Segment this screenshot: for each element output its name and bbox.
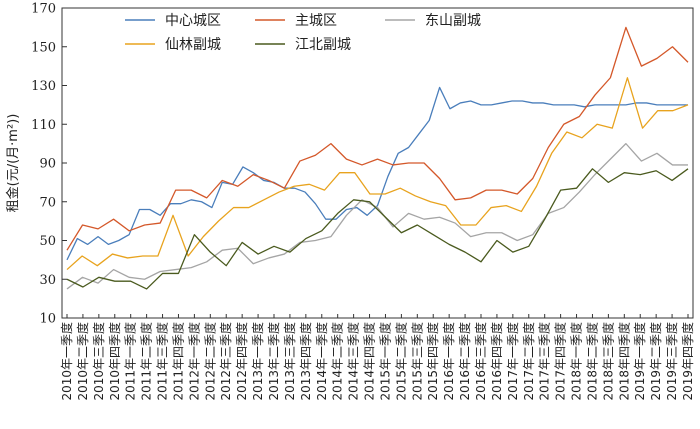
- x-tick-label: 2019年二季度: [648, 322, 663, 401]
- series-lines: [66, 26, 689, 290]
- x-tick-label: 2010年三季度: [91, 322, 106, 401]
- y-axis-title: 租金(元/(月·m²)): [5, 114, 21, 213]
- series-line: [66, 142, 688, 290]
- x-tick-label: 2013年二季度: [266, 322, 281, 401]
- x-tick-label: 2017年四季度: [553, 322, 568, 401]
- x-tick-label: 2017年二季度: [521, 322, 536, 401]
- x-tick-label: 2019年三季度: [664, 322, 679, 401]
- x-tick-label: 2018年三季度: [600, 322, 615, 401]
- series-line: [66, 26, 689, 251]
- y-tick-label: 70: [39, 195, 56, 210]
- series-line: [66, 86, 688, 261]
- x-tick-label: 2013年三季度: [282, 322, 297, 401]
- y-tick-label: 130: [31, 79, 56, 94]
- x-tick-label: 2018年二季度: [584, 322, 599, 401]
- x-tick-label: 2017年一季度: [505, 322, 520, 401]
- x-tick-label: 2011年三季度: [155, 322, 170, 401]
- x-tick-label: 2011年一季度: [123, 322, 138, 401]
- x-tick-label: 2012年二季度: [202, 322, 217, 401]
- x-tick-label: 2016年二季度: [457, 322, 472, 401]
- y-tick-label: 30: [39, 273, 56, 288]
- x-tick-label: 2015年一季度: [377, 322, 392, 401]
- x-tick-label: 2016年四季度: [489, 322, 504, 401]
- x-tick-label: 2016年三季度: [473, 322, 488, 401]
- x-tick-label: 2011年四季度: [170, 322, 185, 401]
- y-tick-label: 50: [39, 234, 56, 249]
- legend-label: 主城区: [295, 13, 337, 29]
- x-tick-label: 2010年二季度: [75, 322, 90, 401]
- x-tick-label: 2019年四季度: [680, 322, 695, 401]
- x-tick-label: 2015年四季度: [425, 322, 440, 401]
- x-tick-label: 2012年一季度: [186, 322, 201, 401]
- x-tick-label: 2011年二季度: [139, 322, 154, 401]
- x-tick-label: 2019年一季度: [632, 322, 647, 401]
- x-tick-label: 2012年四季度: [234, 322, 249, 401]
- x-tick-label: 2012年三季度: [218, 322, 233, 401]
- y-tick-label: 150: [31, 40, 56, 55]
- x-tick-label: 2018年一季度: [569, 322, 584, 401]
- x-tick-label: 2017年三季度: [537, 322, 552, 401]
- x-tick-label: 2013年四季度: [298, 322, 313, 401]
- x-tick-label: 2014年二季度: [330, 322, 345, 401]
- y-tick-label: 90: [39, 157, 56, 172]
- x-tick-label: 2015年二季度: [393, 322, 408, 401]
- y-axis-ticks: 10 30 50 70 90 110 130 150 170: [31, 2, 67, 327]
- legend-label: 江北副城: [295, 37, 351, 53]
- x-tick-label: 2018年四季度: [616, 322, 631, 401]
- x-tick-label: 2013年一季度: [250, 322, 265, 401]
- series-line: [66, 77, 689, 271]
- legend-label: 仙林副城: [165, 37, 221, 53]
- x-tick-label: 2010年一季度: [59, 322, 74, 401]
- x-tick-label: 2015年三季度: [409, 322, 424, 401]
- x-tick-label: 2014年四季度: [362, 322, 377, 401]
- y-tick-label: 170: [31, 2, 56, 17]
- y-tick-label: 110: [31, 118, 56, 133]
- x-tick-label: 2014年一季度: [314, 322, 329, 401]
- x-tick-label: 2010年四季度: [107, 322, 122, 401]
- legend-label: 东山副城: [425, 13, 481, 29]
- x-tick-label: 2014年三季度: [346, 322, 361, 401]
- y-tick-label: 10: [39, 312, 56, 327]
- x-tick-label: 2016年一季度: [441, 322, 456, 401]
- axes: [61, 7, 694, 319]
- legend-label: 中心城区: [165, 13, 221, 29]
- series-line: [66, 168, 689, 290]
- plot-frame: [61, 7, 694, 319]
- x-axis-ticks: 2010年一季度 2010年二季度 2010年三季度 2010年四季度 2011年一季度…: [59, 314, 695, 401]
